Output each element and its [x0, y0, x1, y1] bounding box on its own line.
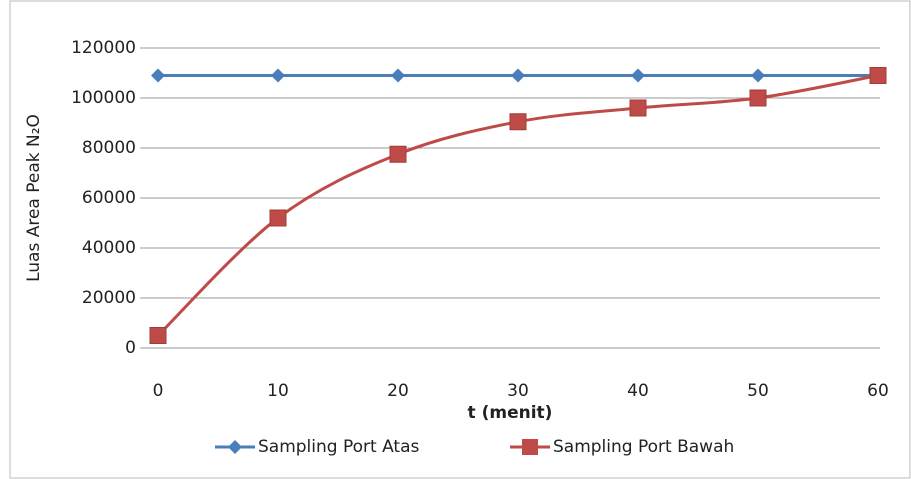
x-tick-label: 50	[747, 381, 769, 401]
legend-marker	[522, 439, 538, 455]
x-tick-label: 20	[387, 381, 409, 401]
point	[630, 100, 646, 116]
x-tick-label: 0	[153, 381, 164, 401]
x-tick-label: 60	[867, 381, 889, 401]
legend-label: Sampling Port Atas	[258, 437, 419, 457]
point	[150, 328, 166, 344]
y-tick-label: 80000	[82, 138, 136, 158]
point	[510, 114, 526, 130]
y-tick-label: 120000	[71, 38, 136, 58]
y-tick-label: 40000	[82, 238, 136, 258]
x-tick-label: 10	[267, 381, 289, 401]
y-tick-label: 0	[125, 338, 136, 358]
point	[390, 146, 406, 162]
chart-frame	[10, 1, 910, 478]
y-tick-label: 60000	[82, 188, 136, 208]
y-tick-label: 100000	[71, 88, 136, 108]
x-tick-label: 30	[507, 381, 529, 401]
chart: Luas Area Peak N₂O t (menit) 0 20000 40000…	[0, 0, 911, 479]
point	[870, 68, 886, 84]
x-tick-label: 40	[627, 381, 649, 401]
point	[750, 90, 766, 106]
legend-label: Sampling Port Bawah	[553, 437, 734, 457]
x-axis-label: t (menit)	[468, 403, 553, 423]
point	[270, 210, 286, 226]
y-axis-label: Luas Area Peak N₂O	[24, 114, 44, 282]
y-tick-label: 20000	[82, 288, 136, 308]
